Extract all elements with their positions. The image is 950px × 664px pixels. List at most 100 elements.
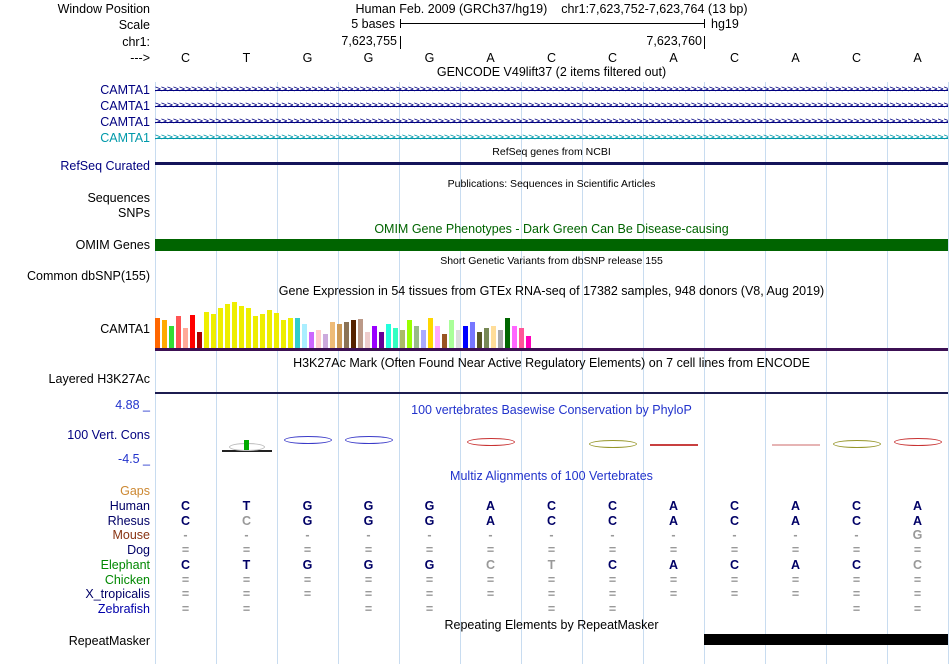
gtex-expression-bar[interactable] (512, 326, 517, 348)
gtex-expression-bar[interactable] (421, 330, 426, 348)
multiz-species-label[interactable]: Elephant (100, 557, 150, 572)
gtex-expression-bar[interactable] (295, 318, 300, 348)
gtex-expression-bar[interactable] (155, 318, 160, 348)
gtex-expression-bar[interactable] (372, 326, 377, 348)
gtex-expression-bar[interactable] (232, 302, 237, 348)
track-heading-gencode[interactable]: GENCODE V49lift37 (2 items filtered out) (436, 65, 667, 79)
gtex-expression-bar[interactable] (204, 312, 209, 348)
track-heading-repeatmasker[interactable]: Repeating Elements by RepeatMasker (444, 618, 659, 632)
track-label-100-vert-cons[interactable]: 100 Vert. Cons (67, 428, 150, 442)
track-heading-multiz[interactable]: Multiz Alignments of 100 Vertebrates (450, 469, 653, 483)
track-heading-omim[interactable]: OMIM Gene Phenotypes - Dark Green Can Be… (374, 222, 729, 236)
multiz-species-label[interactable]: Chicken (104, 572, 150, 587)
gtex-expression-bar[interactable] (302, 324, 307, 348)
gencode-transcript[interactable]: >>>>>>>>>>>>>>>>>>>>>>>>>>>>>>>>>>>>>>>>… (155, 98, 948, 114)
multiz-species-label[interactable]: Zebrafish (97, 602, 150, 616)
gtex-expression-bar[interactable] (211, 314, 216, 348)
multiz-species-label[interactable]: Gaps (120, 484, 150, 498)
alignment-base: = (303, 543, 312, 557)
gtex-expression-bar[interactable] (253, 316, 258, 348)
gtex-expression-bar[interactable] (428, 318, 433, 348)
track-heading-dbsnp[interactable]: Short Genetic Variants from dbSNP releas… (440, 255, 663, 267)
multiz-species-label[interactable]: Mouse (112, 528, 150, 543)
gtex-expression-bar[interactable] (169, 326, 174, 348)
track-heading-gtex[interactable]: Gene Expression in 54 tissues from GTEx … (278, 284, 825, 298)
base-gridline (277, 82, 278, 664)
gtex-expression-bar[interactable] (330, 322, 335, 348)
track-label-sequences[interactable]: Sequences (87, 191, 150, 205)
gtex-expression-bar[interactable] (162, 320, 167, 348)
gtex-expression-chart[interactable] (155, 300, 715, 348)
track-label-repeatmasker[interactable]: RepeatMasker (68, 634, 150, 648)
gtex-expression-bar[interactable] (456, 330, 461, 348)
gtex-expression-bar[interactable] (197, 332, 202, 348)
gtex-expression-bar[interactable] (281, 320, 286, 348)
gencode-transcript-label[interactable]: CAMTA1 (100, 83, 150, 97)
gtex-expression-bar[interactable] (491, 326, 496, 348)
multiz-species-label[interactable]: X_tropicalis (85, 587, 150, 602)
gtex-expression-bar[interactable] (435, 326, 440, 348)
gtex-expression-bar[interactable] (519, 328, 524, 348)
gencode-transcript[interactable]: >>>>>>>>>>>>>>>>>>>>>>>>>>>>>>>>>>>>>>>>… (155, 114, 948, 130)
gtex-expression-bar[interactable] (176, 316, 181, 348)
multiz-species-label[interactable]: Human (109, 498, 150, 513)
gtex-expression-bar[interactable] (526, 336, 531, 348)
gtex-expression-bar[interactable] (225, 304, 230, 348)
gtex-expression-bar[interactable] (351, 320, 356, 348)
gtex-expression-bar[interactable] (337, 324, 342, 348)
track-heading-conservation[interactable]: 100 vertebrates Basewise Conservation by… (411, 403, 692, 417)
track-label-refseq-curated[interactable]: RefSeq Curated (60, 159, 150, 173)
omim-genes-bar[interactable] (155, 239, 948, 251)
gtex-expression-bar[interactable] (477, 332, 482, 348)
gtex-expression-bar[interactable] (260, 314, 265, 348)
gtex-expression-bar[interactable] (239, 306, 244, 348)
gtex-expression-bar[interactable] (316, 330, 321, 348)
gencode-transcript-label[interactable]: CAMTA1 (100, 131, 150, 145)
gtex-expression-bar[interactable] (505, 318, 510, 348)
gtex-expression-bar[interactable] (407, 320, 412, 348)
gtex-expression-bar[interactable] (344, 322, 349, 348)
gtex-expression-bar[interactable] (449, 320, 454, 348)
refseq-dense-item[interactable] (155, 162, 948, 165)
alignment-base: C (729, 498, 740, 513)
track-label-common-dbsnp[interactable]: Common dbSNP(155) (27, 269, 150, 283)
gtex-expression-bar[interactable] (274, 313, 279, 348)
alignment-base: = (242, 587, 251, 602)
gtex-expression-bar[interactable] (498, 330, 503, 348)
gtex-expression-bar[interactable] (288, 318, 293, 348)
gtex-expression-bar[interactable] (246, 308, 251, 348)
multiz-species-label[interactable]: Rhesus (107, 513, 150, 528)
track-label-omim-genes[interactable]: OMIM Genes (75, 238, 150, 252)
gtex-expression-bar[interactable] (183, 328, 188, 348)
conservation-arc (589, 440, 637, 448)
gtex-expression-bar[interactable] (386, 324, 391, 348)
gtex-expression-bar[interactable] (463, 326, 468, 348)
gtex-expression-bar[interactable] (414, 326, 419, 348)
multiz-species-label[interactable]: Dog (127, 543, 150, 557)
gencode-transcript-label[interactable]: CAMTA1 (100, 99, 150, 113)
repeatmasker-bar[interactable] (704, 634, 948, 645)
gtex-expression-bar[interactable] (365, 332, 370, 348)
gtex-expression-bar[interactable] (400, 330, 405, 348)
track-heading-h3k27ac[interactable]: H3K27Ac Mark (Often Found Near Active Re… (293, 356, 810, 370)
gtex-expression-bar[interactable] (323, 334, 328, 348)
track-heading-refseq[interactable]: RefSeq genes from NCBI (492, 146, 611, 158)
track-heading-publications[interactable]: Publications: Sequences in Scientific Ar… (447, 178, 656, 190)
gtex-expression-bar[interactable] (484, 328, 489, 348)
gtex-expression-bar[interactable] (442, 334, 447, 348)
gtex-expression-bar[interactable] (218, 308, 223, 348)
gtex-expression-bar[interactable] (358, 319, 363, 348)
track-label-snps[interactable]: SNPs (118, 206, 150, 220)
track-label-gtex-gene[interactable]: CAMTA1 (100, 322, 150, 336)
gtex-expression-bar[interactable] (470, 322, 475, 348)
gencode-transcript[interactable]: >>>>>>>>>>>>>>>>>>>>>>>>>>>>>>>>>>>>>>>>… (155, 82, 948, 98)
gtex-expression-bar[interactable] (379, 332, 384, 348)
gtex-expression-bar[interactable] (393, 328, 398, 348)
gtex-expression-bar[interactable] (267, 310, 272, 348)
alignment-base: C (241, 513, 252, 528)
gencode-transcript[interactable]: >>>>>>>>>>>>>>>>>>>>>>>>>>>>>>>>>>>>>>>>… (155, 130, 948, 146)
gtex-expression-bar[interactable] (190, 315, 195, 348)
gtex-expression-bar[interactable] (309, 332, 314, 348)
track-label-layered-h3k27ac[interactable]: Layered H3K27Ac (48, 372, 150, 386)
gencode-transcript-label[interactable]: CAMTA1 (100, 115, 150, 129)
